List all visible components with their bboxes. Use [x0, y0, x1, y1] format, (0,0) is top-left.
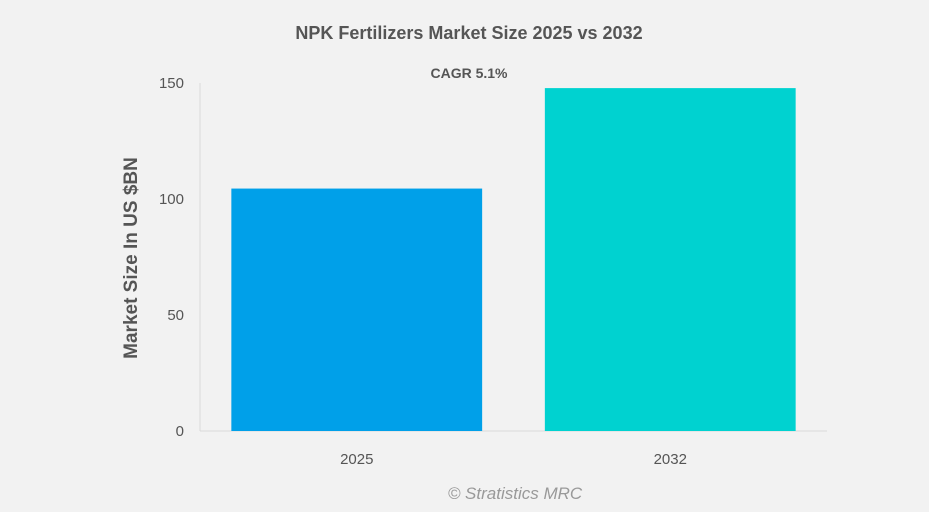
y-tick-label: 50 — [167, 307, 184, 324]
y-tick-label: 150 — [159, 75, 184, 92]
source-credit: © Stratistics MRC — [448, 484, 583, 503]
chart-subtitle: CAGR 5.1% — [430, 65, 508, 81]
x-ticks: 2025 2032 — [340, 451, 687, 468]
x-tick-label: 2032 — [654, 451, 687, 468]
y-tick-label: 0 — [176, 423, 184, 440]
y-tick-label: 100 — [159, 191, 184, 208]
bar-2032 — [544, 88, 796, 431]
chart-title: NPK Fertilizers Market Size 2025 vs 2032 — [295, 23, 642, 43]
x-tick-label: 2025 — [340, 451, 373, 468]
y-axis-label: Market Size In US $BN — [121, 157, 142, 359]
bars — [231, 88, 796, 431]
y-ticks: 0 50 100 150 — [159, 75, 184, 440]
bar-2025 — [231, 188, 483, 431]
